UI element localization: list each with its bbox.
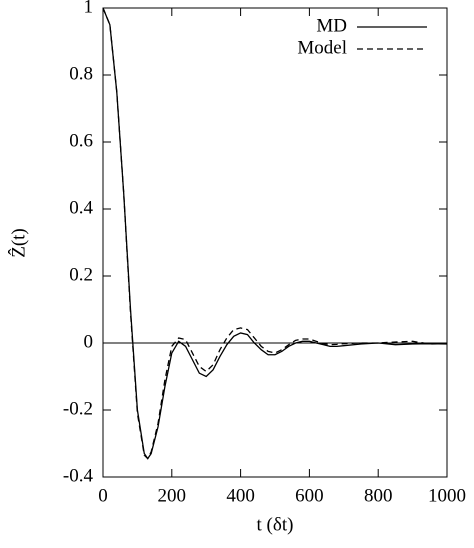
y-tick-label: 1 [84,0,94,17]
legend-label: MD [316,15,347,36]
y-axis-label: Ẑ(t) [7,228,29,258]
y-tick-label: 0.2 [69,264,93,285]
x-tick-label: 400 [226,485,255,506]
y-tick-label: -0.4 [63,465,94,486]
y-tick-label: -0.2 [63,398,93,419]
x-tick-label: 0 [98,485,108,506]
y-tick-label: 0 [84,331,94,352]
series-line [102,7,448,460]
y-tick-label: 0.4 [69,197,93,218]
x-axis-label: t (δt) [257,514,294,535]
y-tick-label: 0.6 [69,130,93,151]
legend-label: Model [297,37,347,58]
series-line [102,7,448,460]
x-tick-label: 1000 [428,485,466,506]
y-tick-label: 0.8 [69,63,93,84]
plot-frame [102,7,448,478]
x-tick-label: 800 [364,485,393,506]
x-tick-label: 200 [158,485,187,506]
x-tick-label: 600 [295,485,324,506]
